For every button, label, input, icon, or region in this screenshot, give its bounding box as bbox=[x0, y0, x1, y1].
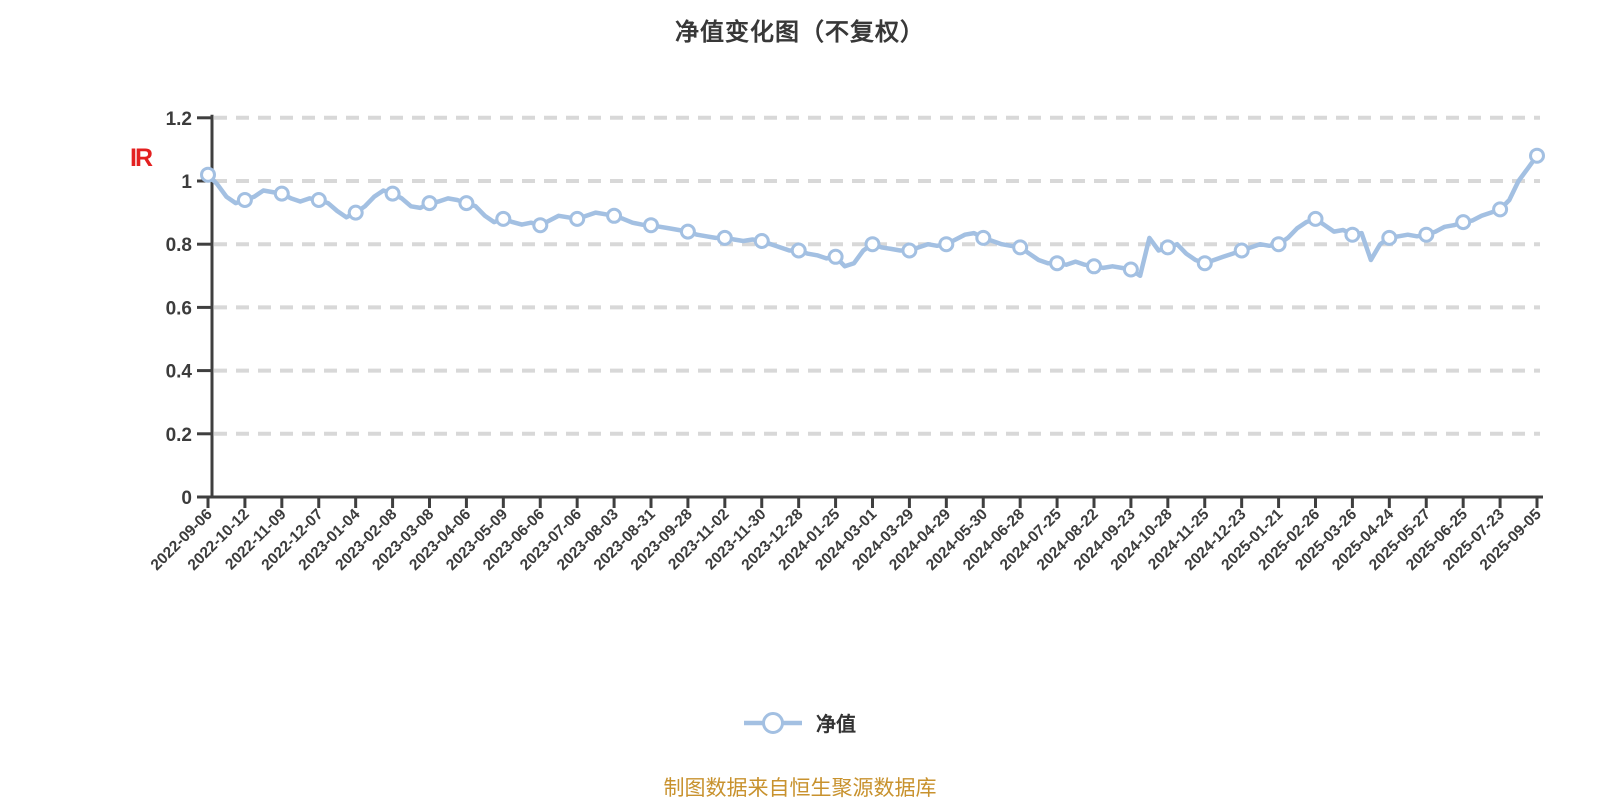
data-point-marker bbox=[200, 166, 216, 183]
data-point-marker bbox=[1307, 210, 1324, 227]
data-point-marker bbox=[864, 236, 881, 253]
data-point-marker bbox=[310, 192, 327, 208]
data-point-marker bbox=[532, 217, 549, 234]
data-point-marker bbox=[679, 223, 696, 240]
y-axis-label: 0.2 bbox=[166, 425, 192, 446]
data-point-marker bbox=[1492, 201, 1509, 218]
data-point-marker bbox=[643, 217, 659, 234]
data-point-marker bbox=[1381, 229, 1398, 246]
y-axis-label: 1 bbox=[181, 172, 192, 193]
legend-marker-icon bbox=[744, 711, 802, 734]
data-point-marker bbox=[273, 185, 290, 202]
data-point-marker bbox=[1455, 214, 1472, 231]
data-point-marker bbox=[236, 192, 253, 208]
data-point-marker bbox=[1049, 255, 1066, 272]
data-point-marker bbox=[1344, 226, 1361, 243]
data-point-marker bbox=[1012, 239, 1029, 256]
data-point-marker bbox=[1122, 261, 1139, 278]
y-axis-label: 0.8 bbox=[166, 235, 192, 256]
data-point-marker bbox=[1418, 226, 1435, 243]
legend-item-net-value[interactable]: 净值 bbox=[744, 708, 856, 737]
data-point-marker bbox=[384, 185, 401, 202]
data-point-marker bbox=[606, 207, 623, 224]
data-point-marker bbox=[1196, 255, 1213, 272]
data-point-marker bbox=[827, 248, 844, 265]
y-axis-label: 0.6 bbox=[166, 298, 192, 319]
data-point-marker bbox=[1270, 236, 1287, 253]
data-point-marker bbox=[569, 210, 586, 227]
data-source-footnote: 制图数据来自恒生聚源数据库 bbox=[663, 777, 937, 800]
data-point-marker bbox=[1086, 258, 1102, 275]
y-axis-label: 0.4 bbox=[166, 362, 193, 383]
y-axis-label: 0 bbox=[181, 488, 192, 509]
data-point-marker bbox=[1159, 239, 1176, 256]
data-point-marker bbox=[753, 233, 770, 249]
net-value-line bbox=[205, 153, 1540, 279]
page-title: 净值变化图（不复权） bbox=[675, 19, 925, 46]
legend-label: 净值 bbox=[816, 714, 856, 736]
data-point-marker bbox=[421, 195, 438, 212]
data-point-marker bbox=[901, 242, 918, 259]
data-point-marker bbox=[716, 229, 733, 246]
y-axis-label: 1.2 bbox=[166, 109, 192, 130]
data-point-marker bbox=[495, 210, 512, 227]
data-point-marker bbox=[1529, 147, 1545, 164]
data-point-marker bbox=[1233, 242, 1250, 259]
data-point-marker bbox=[975, 229, 992, 246]
data-point-marker bbox=[347, 204, 364, 221]
data-point-marker bbox=[938, 236, 955, 253]
watermark-text: IR bbox=[130, 144, 153, 172]
legend: 净值 bbox=[0, 708, 1600, 737]
data-point-marker bbox=[790, 242, 807, 259]
data-point-marker bbox=[458, 195, 475, 212]
